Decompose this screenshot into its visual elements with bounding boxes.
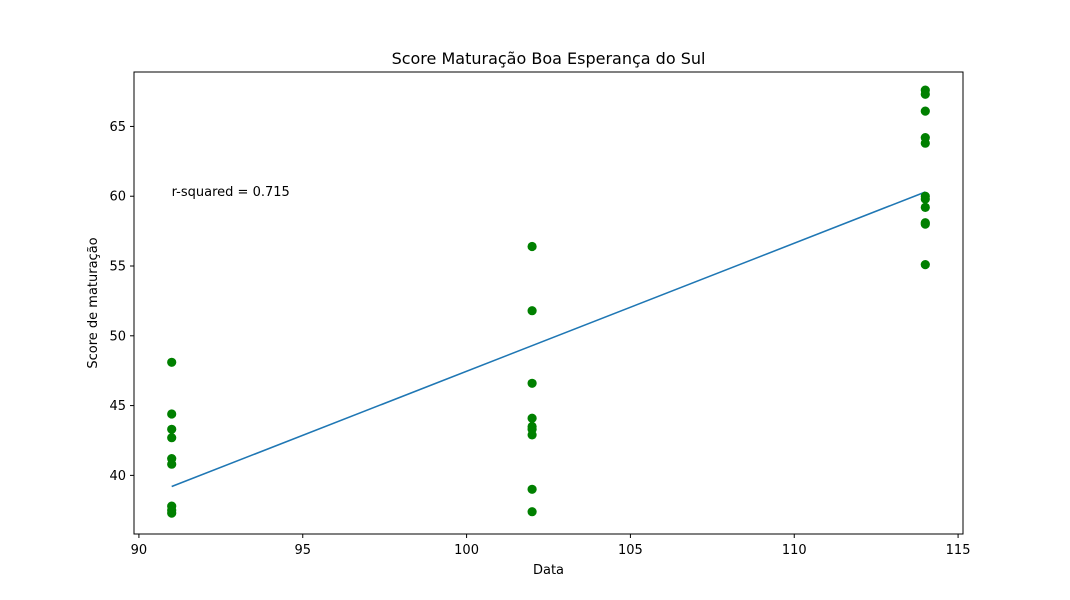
data-point — [920, 202, 930, 212]
data-point — [527, 378, 537, 388]
data-point — [527, 413, 537, 423]
chart-title: Score Maturação Boa Esperança do Sul — [392, 49, 706, 68]
x-tick-label: 95 — [294, 543, 311, 558]
data-point — [167, 357, 177, 367]
data-point — [920, 106, 930, 116]
data-point — [527, 306, 537, 316]
y-tick-label: 60 — [109, 190, 126, 205]
data-point — [167, 508, 177, 518]
regression-line — [171, 191, 926, 488]
plot-frame — [133, 71, 964, 535]
data-point — [527, 484, 537, 494]
y-axis-label: Score de maturação — [86, 237, 101, 368]
data-point — [527, 241, 537, 252]
data-point — [527, 507, 537, 517]
x-tick-label: 110 — [782, 543, 807, 558]
data-point — [527, 430, 537, 440]
data-point — [167, 424, 177, 434]
y-tick-label: 55 — [109, 260, 126, 275]
data-point — [920, 260, 930, 270]
x-tick-label: 100 — [454, 543, 479, 558]
r-squared-annotation: r-squared = 0.715 — [172, 185, 290, 200]
data-point — [167, 433, 177, 443]
data-point — [167, 409, 177, 419]
data-point — [920, 89, 930, 99]
x-axis-ticks: 90 95 100 105 110 115 — [131, 534, 971, 558]
y-axis-ticks: 40 45 50 55 60 65 — [109, 120, 134, 484]
data-point — [920, 138, 930, 148]
data-point — [920, 194, 930, 204]
data-point — [167, 459, 177, 469]
plot-area — [167, 85, 930, 518]
x-tick-label: 105 — [618, 543, 643, 558]
y-tick-label: 50 — [109, 329, 126, 344]
y-tick-label: 45 — [109, 399, 126, 414]
y-tick-label: 65 — [109, 120, 126, 135]
x-tick-label: 115 — [946, 543, 971, 558]
x-tick-label: 90 — [131, 543, 148, 558]
x-axis-label: Data — [533, 563, 564, 578]
y-tick-label: 40 — [109, 469, 126, 484]
data-point — [920, 219, 930, 229]
